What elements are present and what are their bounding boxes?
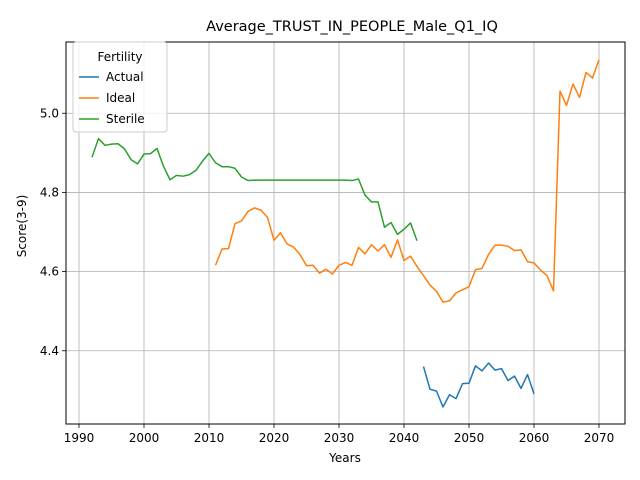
y-axis: 4.4 4.6 4.8 5.0: [40, 106, 66, 358]
y-tick-label: 4.6: [40, 265, 59, 279]
legend-label-sterile: Sterile: [106, 112, 145, 126]
y-tick-label: 4.8: [40, 185, 59, 199]
x-tick-label: 1990: [64, 431, 95, 445]
x-tick-label: 2000: [129, 431, 160, 445]
series-line-ideal: [214, 59, 600, 303]
x-axis: 1990 2000 2010 2020 2030 2040 2050 2060 2070: [64, 424, 615, 445]
y-tick-label: 4.4: [40, 344, 59, 358]
y-tick-label: 5.0: [40, 106, 59, 120]
x-tick-label: 2030: [324, 431, 355, 445]
x-axis-label: Years: [328, 451, 361, 465]
x-tick-label: 2050: [454, 431, 485, 445]
series-line-actual: [422, 362, 535, 408]
legend-label-ideal: Ideal: [106, 91, 135, 105]
legend-entries: Actual Ideal Sterile: [79, 70, 145, 126]
legend-title: Fertility: [97, 50, 142, 64]
plot-frame: [65, 41, 626, 425]
x-tick-label: 2010: [194, 431, 225, 445]
x-tick-label: 2020: [259, 431, 290, 445]
legend-label-actual: Actual: [106, 70, 144, 84]
grid: [66, 42, 625, 424]
x-tick-label: 2040: [389, 431, 420, 445]
chart-title: Average_TRUST_IN_PEOPLE_Male_Q1_IQ: [206, 19, 498, 35]
y-axis-label: Score(3-9): [15, 195, 29, 258]
legend-box: [72, 41, 168, 133]
series-layer: [91, 59, 600, 408]
x-tick-label: 2060: [519, 431, 550, 445]
x-tick-label: 2070: [584, 431, 615, 445]
series-line-sterile: [91, 137, 418, 241]
legend: Fertility Actual Ideal Sterile: [72, 41, 168, 133]
